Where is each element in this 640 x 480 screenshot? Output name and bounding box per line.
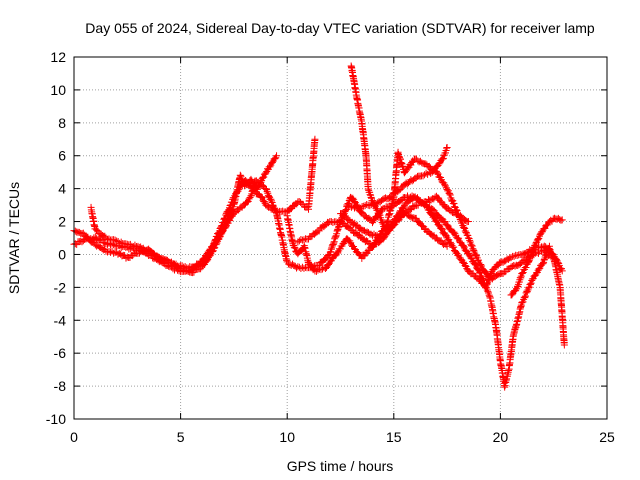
y-tick-label: 2: [58, 214, 66, 230]
x-tick-label: 25: [599, 429, 615, 445]
y-tick-label: 4: [58, 181, 66, 197]
data-points: [70, 62, 568, 391]
plot-border: [73, 56, 608, 420]
x-tick-label: 0: [70, 429, 78, 445]
x-tick-label: 15: [386, 429, 402, 445]
x-axis-label: GPS time / hours: [287, 458, 394, 474]
series-track-1: [70, 152, 281, 277]
y-tick-label: 10: [50, 82, 66, 98]
x-tick-label: 10: [279, 429, 295, 445]
series-track-6: [337, 193, 553, 391]
chart-title: Day 055 of 2024, Sidereal Day-to-day VTE…: [85, 20, 595, 36]
y-tick-label: 0: [58, 246, 66, 262]
series-markers: [343, 144, 451, 212]
series-track-7: [347, 62, 568, 349]
y-tick-label: 6: [58, 148, 66, 164]
y-tick-label: -8: [54, 378, 67, 394]
y-tick-label: 12: [50, 49, 66, 65]
grid: [74, 57, 607, 419]
y-tick-label: -4: [54, 312, 67, 328]
y-tick-label: -10: [46, 411, 66, 427]
y-tick-label: -6: [54, 345, 67, 361]
series-markers: [70, 152, 281, 277]
series-markers: [507, 214, 566, 299]
y-tick-label: -2: [54, 279, 67, 295]
x-tick-label: 20: [493, 429, 509, 445]
series-track-8: [343, 144, 451, 212]
x-tick-label: 5: [177, 429, 185, 445]
series-markers: [347, 62, 568, 349]
y-tick-label: 8: [58, 115, 66, 131]
series-markers: [337, 193, 553, 391]
y-axis-label: SDTVAR / TECUs: [6, 182, 22, 294]
series-track-9: [507, 214, 566, 299]
